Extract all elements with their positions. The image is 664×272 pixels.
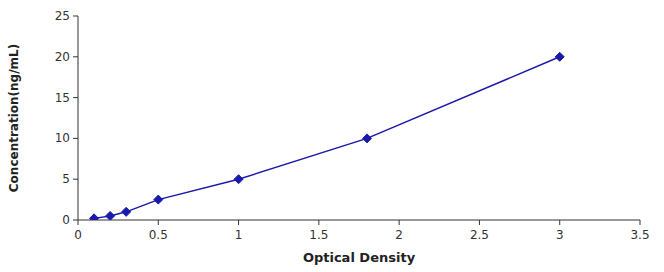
x-tick bbox=[238, 220, 239, 225]
x-tick bbox=[318, 220, 319, 225]
y-tick-label: 20 bbox=[55, 50, 70, 64]
chart: 0 0.5 1 1.5 2 2.5 3 3.5 0 5 10 15 20 25 Optical Densit… bbox=[0, 0, 664, 272]
marker bbox=[363, 134, 372, 143]
marker bbox=[122, 207, 131, 216]
marker bbox=[154, 195, 163, 204]
marker bbox=[555, 52, 564, 61]
y-tick bbox=[73, 179, 78, 180]
plot-area bbox=[90, 52, 565, 220]
line bbox=[94, 57, 560, 219]
axes: 0 0.5 1 1.5 2 2.5 3 3.5 0 5 10 15 20 25 bbox=[55, 9, 650, 242]
marker bbox=[234, 175, 243, 184]
x-tick-label: 0.5 bbox=[149, 228, 168, 242]
y-tick bbox=[73, 16, 78, 17]
y-tick-label: 5 bbox=[62, 172, 70, 186]
x-axis-title: Optical Density bbox=[303, 250, 416, 265]
y-tick-label: 10 bbox=[55, 131, 70, 145]
x-tick bbox=[399, 220, 400, 225]
x-axis-line bbox=[78, 220, 640, 221]
chart-container: 0 0.5 1 1.5 2 2.5 3 3.5 0 5 10 15 20 25 Optical Densit… bbox=[0, 0, 664, 272]
x-tick-label: 2 bbox=[395, 228, 403, 242]
x-tick bbox=[158, 220, 159, 225]
x-tick-label: 2.5 bbox=[470, 228, 489, 242]
marker bbox=[106, 211, 115, 220]
x-tick-label: 1.5 bbox=[309, 228, 328, 242]
x-tick-label: 0 bbox=[74, 228, 82, 242]
y-axis-line bbox=[78, 16, 79, 220]
x-tick bbox=[640, 220, 641, 225]
y-tick bbox=[73, 138, 78, 139]
y-tick-label: 15 bbox=[55, 91, 70, 105]
marker bbox=[90, 214, 99, 220]
x-tick-label: 3.5 bbox=[630, 228, 649, 242]
y-tick bbox=[73, 220, 78, 221]
y-tick-label: 25 bbox=[55, 9, 70, 23]
x-tick bbox=[479, 220, 480, 225]
y-tick bbox=[73, 97, 78, 98]
x-tick bbox=[78, 220, 79, 225]
x-tick bbox=[559, 220, 560, 225]
y-tick-label: 0 bbox=[62, 213, 70, 227]
y-axis-title: Concentration(ng/mL) bbox=[7, 44, 21, 192]
y-tick bbox=[73, 56, 78, 57]
x-tick-label: 1 bbox=[235, 228, 243, 242]
x-tick-label: 3 bbox=[556, 228, 564, 242]
